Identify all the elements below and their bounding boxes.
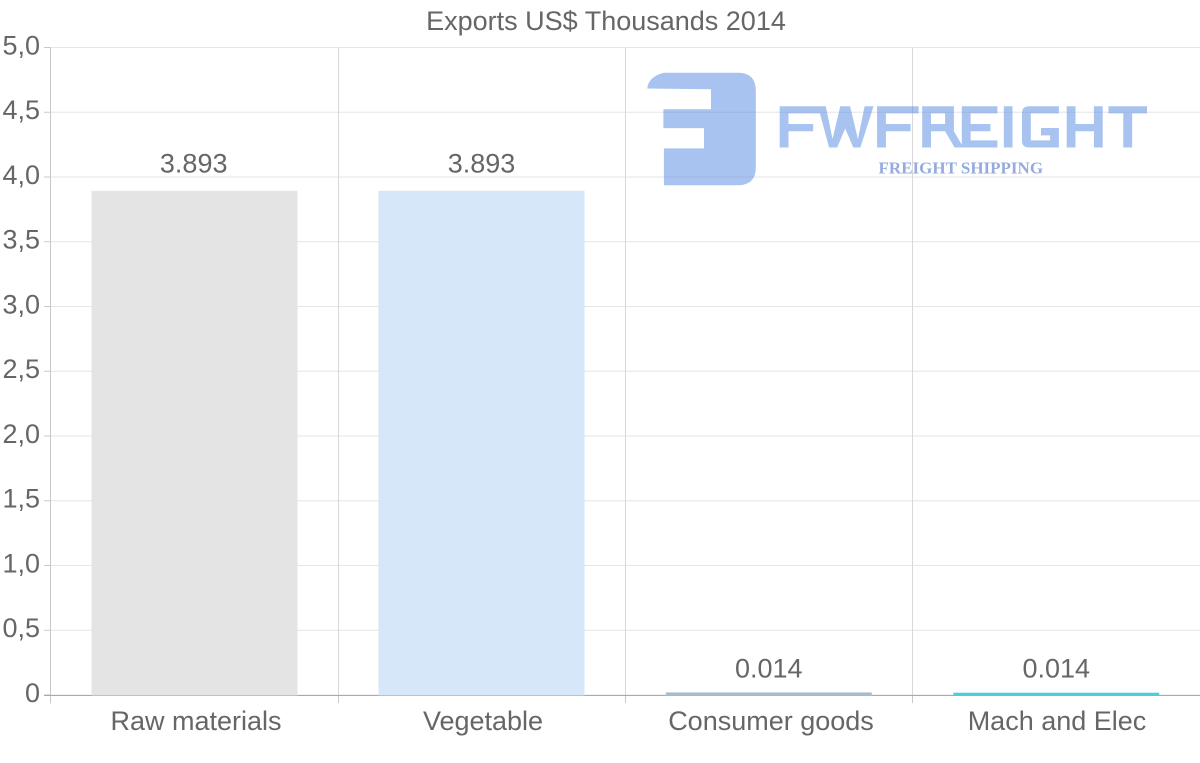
svg-text:4,5: 4,5 — [2, 95, 40, 125]
svg-text:2,0: 2,0 — [2, 419, 40, 449]
svg-text:2,5: 2,5 — [2, 354, 40, 384]
svg-text:0.014: 0.014 — [735, 654, 803, 684]
svg-text:4,0: 4,0 — [2, 160, 40, 190]
svg-text:Consumer goods: Consumer goods — [668, 706, 874, 736]
svg-text:3.893: 3.893 — [160, 149, 228, 179]
svg-text:Raw materials: Raw materials — [110, 706, 281, 736]
svg-text:3.893: 3.893 — [448, 149, 516, 179]
svg-text:Mach and Elec: Mach and Elec — [968, 706, 1147, 736]
svg-text:Exports US$ Thousands 2014: Exports US$ Thousands 2014 — [426, 6, 786, 36]
svg-text:1,5: 1,5 — [2, 484, 40, 514]
svg-text:FREIGHT SHIPPING: FREIGHT SHIPPING — [879, 158, 1044, 177]
svg-text:3,0: 3,0 — [2, 289, 40, 319]
svg-text:5,0: 5,0 — [2, 30, 40, 60]
svg-text:1,0: 1,0 — [2, 548, 40, 578]
svg-text:0,5: 0,5 — [2, 613, 40, 643]
svg-text:0.014: 0.014 — [1022, 654, 1090, 684]
svg-text:3,5: 3,5 — [2, 225, 40, 255]
svg-text:Vegetable: Vegetable — [423, 706, 543, 736]
svg-text:0: 0 — [25, 678, 40, 708]
